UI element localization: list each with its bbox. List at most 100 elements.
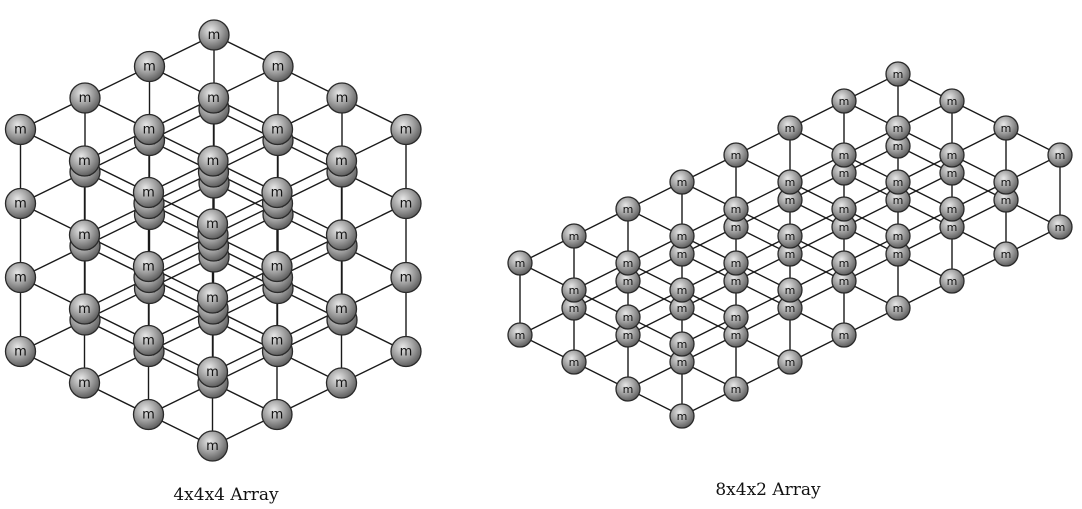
processor-node: m: [939, 268, 965, 294]
processor-node-circle: [196, 282, 229, 314]
processor-node-circle: [831, 88, 857, 114]
processor-node-label: m: [400, 271, 413, 286]
processor-node: m: [133, 113, 165, 146]
processor-node-label: m: [839, 95, 850, 108]
processor-node: m: [325, 293, 358, 325]
processor-node-label: m: [893, 248, 904, 261]
processor-node-label: m: [893, 122, 904, 135]
processor-node-circle: [4, 335, 37, 368]
processor-node-label: m: [142, 186, 155, 201]
processor-node-circle: [390, 187, 422, 220]
processor-node-label: m: [677, 338, 688, 351]
processor-node-circle: [669, 277, 695, 303]
processor-node-circle: [1047, 142, 1073, 168]
processor-node-label: m: [785, 356, 796, 369]
processor-node-circle: [198, 19, 230, 51]
processor-node-label: m: [947, 167, 958, 180]
processor-node-label: m: [335, 154, 348, 169]
processor-node: m: [615, 196, 641, 222]
processor-node: m: [615, 304, 641, 330]
processor-node: m: [132, 176, 165, 209]
processor-node: m: [777, 349, 803, 375]
processor-node: m: [261, 250, 293, 283]
processor-node-circle: [197, 145, 229, 177]
processor-node-label: m: [1001, 194, 1012, 207]
processor-node-label: m: [731, 149, 742, 162]
processor-node: m: [777, 169, 803, 195]
processor-node-circle: [132, 250, 165, 283]
processor-node: m: [561, 223, 587, 249]
processor-node-label: m: [839, 149, 850, 162]
processor-node-circle: [132, 176, 165, 209]
array-8x4x2: mm mmm m mm mm m m mm m mm m m mm m m mm m m mm m m mm m m mm m m m…: [507, 61, 1073, 429]
processor-node-label: m: [271, 334, 284, 349]
processor-node-circle: [723, 250, 749, 276]
processor-node-circle: [132, 324, 165, 357]
processor-node: m: [507, 250, 533, 276]
processor-node-label: m: [271, 123, 284, 138]
processor-node-circle: [325, 367, 358, 399]
processor-node: m: [197, 145, 229, 177]
processor-node-circle: [507, 322, 533, 348]
processor-node: m: [831, 250, 857, 276]
processor-node-circle: [939, 268, 965, 294]
processor-node: m: [133, 50, 166, 83]
processor-node: m: [615, 268, 641, 294]
processor-node-label: m: [785, 284, 796, 297]
processor-node-label: m: [336, 91, 349, 106]
processor-node-circle: [939, 88, 965, 114]
processor-node-label: m: [14, 345, 27, 360]
processor-node-label: m: [206, 291, 219, 306]
processor-node: m: [777, 277, 803, 303]
processor-node: m: [196, 430, 229, 462]
processor-node: m: [261, 324, 293, 357]
processor-node-circle: [993, 241, 1019, 267]
processor-node: m: [132, 324, 165, 357]
processor-node-circle: [777, 349, 803, 375]
processor-node: m: [196, 356, 229, 388]
processor-node-label: m: [14, 271, 27, 286]
processor-node: m: [831, 160, 857, 186]
processor-node-circle: [777, 223, 803, 249]
processor-node: m: [885, 115, 911, 141]
processor-node-label: m: [947, 221, 958, 234]
processor-node-label: m: [208, 28, 221, 43]
processor-node-circle: [196, 208, 229, 240]
processor-node-label: m: [78, 376, 91, 391]
processor-node-circle: [390, 335, 422, 368]
processor-node-circle: [1047, 214, 1073, 240]
processor-node-label: m: [1001, 176, 1012, 189]
processor-node-label: m: [207, 154, 220, 169]
processor-node-label: m: [14, 123, 27, 138]
processor-node: m: [831, 196, 857, 222]
processor-node-circle: [885, 115, 911, 141]
processor-node-label: m: [1001, 248, 1012, 261]
processor-node-label: m: [623, 311, 634, 324]
processor-node-label: m: [839, 203, 850, 216]
processor-node: m: [723, 142, 749, 168]
processor-node: m: [4, 261, 37, 294]
processor-node-label: m: [569, 230, 580, 243]
processor-node-label: m: [1055, 149, 1066, 162]
processor-node-label: m: [677, 230, 688, 243]
processor-node-label: m: [785, 302, 796, 315]
processor-node: m: [4, 113, 37, 146]
processor-node: m: [325, 219, 358, 251]
processor-node: m: [885, 295, 911, 321]
processor-node-circle: [723, 142, 749, 168]
processor-node-circle: [723, 376, 749, 402]
processor-node-label: m: [947, 95, 958, 108]
processor-node-label: m: [569, 302, 580, 315]
processor-node-circle: [261, 398, 293, 431]
processor-node-circle: [885, 61, 911, 87]
processor-node-label: m: [515, 257, 526, 270]
processor-node-label: m: [731, 383, 742, 396]
processor-node-label: m: [677, 284, 688, 297]
processor-node: m: [993, 115, 1019, 141]
processor-node: m: [325, 367, 358, 399]
processor-node-circle: [197, 82, 230, 114]
processor-node-circle: [615, 196, 641, 222]
processor-node-label: m: [142, 260, 155, 275]
processor-node: m: [939, 142, 965, 168]
